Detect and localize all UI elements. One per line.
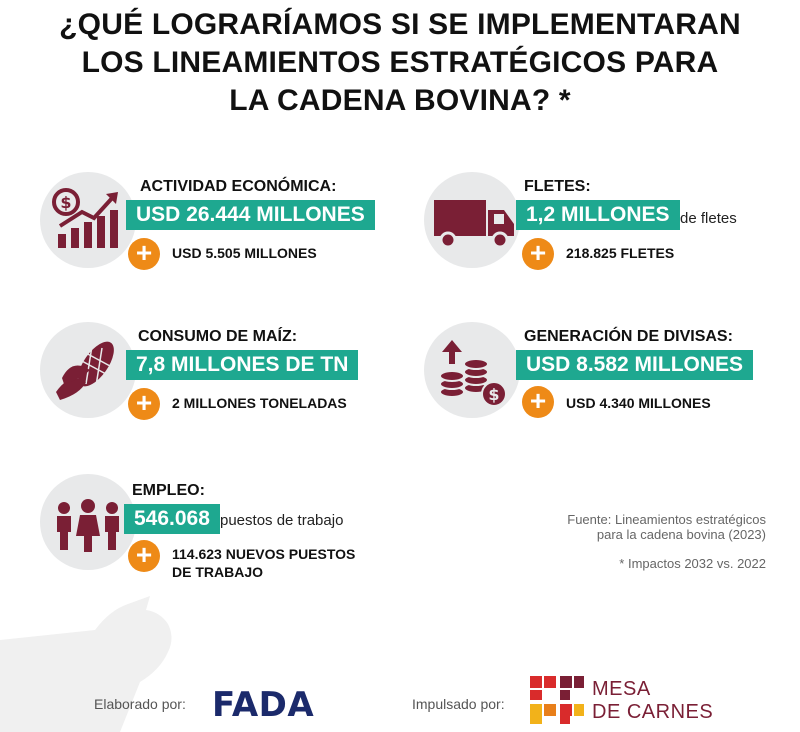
empleo-label: EMPLEO: (132, 482, 205, 499)
actividad-label: ACTIVIDAD ECONÓMICA: (140, 178, 337, 195)
empleo-icon-circle (40, 474, 136, 570)
source-note: Fuente: Lineamientos estratégicos para l… (567, 512, 766, 542)
mesa-de-carnes-logo-text: MESA DE CARNES (592, 678, 713, 724)
impact-note: * Impactos 2032 vs. 2022 (619, 556, 766, 571)
empleo-suffix: puestos de trabajo (220, 512, 344, 529)
empleo-plus-line-1: 114.623 NUEVOS PUESTOS (172, 546, 356, 562)
empleo-plus-line-2: DE TRABAJO (172, 564, 264, 580)
divisas-plus-icon: + (522, 386, 554, 418)
maiz-plus-icon: + (128, 388, 160, 420)
fletes-label: FLETES: (524, 178, 591, 195)
fletes-suffix: de fletes (680, 210, 737, 227)
fletes-plus-icon: + (522, 238, 554, 270)
divisas-value: USD 8.582 MILLONES (516, 350, 754, 380)
fada-logo: FADA (212, 685, 315, 725)
title-line-1: ¿QUÉ LOGRARÍAMOS SI SE IMPLEMENTARAN (59, 8, 741, 41)
empleo-value: 546.068 (124, 504, 220, 534)
source-line-1: Fuente: Lineamientos estratégicos (567, 512, 766, 527)
divisas-plus-value: USD 4.340 MILLONES (566, 395, 711, 411)
page-title: ¿QUÉ LOGRARÍAMOS SI SE IMPLEMENTARAN LOS… (20, 6, 780, 120)
empleo-plus-icon: + (128, 540, 160, 572)
maiz-icon-circle (40, 322, 136, 418)
actividad-icon-circle: $ (40, 172, 136, 268)
fletes-value: 1,2 MILLONES (516, 200, 680, 230)
maiz-value: 7,8 MILLONES DE TN (126, 350, 359, 380)
fletes-plus-value: 218.825 FLETES (566, 245, 675, 261)
actividad-plus-icon: + (128, 238, 160, 270)
fletes-icon-circle (424, 172, 520, 268)
actividad-plus-value: USD 5.505 MILLONES (172, 245, 317, 261)
coins-arrow-icon: $ (439, 340, 507, 407)
mesa-de-carnes-logo-mark (530, 676, 584, 724)
divisas-label: GENERACIÓN DE DIVISAS: (524, 328, 733, 345)
maiz-label: CONSUMO DE MAÍZ: (138, 328, 298, 345)
truck-icon (434, 200, 514, 249)
mesa-line-2: DE CARNES (592, 701, 714, 723)
actividad-value: USD 26.444 MILLONES (126, 200, 375, 230)
title-line-2: LOS LINEAMIENTOS ESTRATÉGICOS PARA (81, 46, 719, 79)
svg-text:$: $ (488, 385, 499, 404)
impulsado-label: Impulsado por: (412, 696, 505, 712)
svg-text:$: $ (60, 193, 71, 212)
mesa-line-1: MESA (592, 678, 651, 700)
people-icon (57, 499, 119, 552)
cow-silhouette-background (0, 596, 172, 732)
divisas-icon-circle: $ (424, 322, 520, 418)
source-line-2: para la cadena bovina (2023) (596, 527, 766, 542)
dollar-growth-chart-icon: $ (52, 188, 118, 248)
elaborado-label: Elaborado por: (94, 696, 186, 712)
corn-icon (56, 341, 114, 400)
title-line-3: LA CADENA BOVINA? * (229, 84, 571, 117)
maiz-plus-value: 2 MILLONES TONELADAS (172, 395, 347, 411)
